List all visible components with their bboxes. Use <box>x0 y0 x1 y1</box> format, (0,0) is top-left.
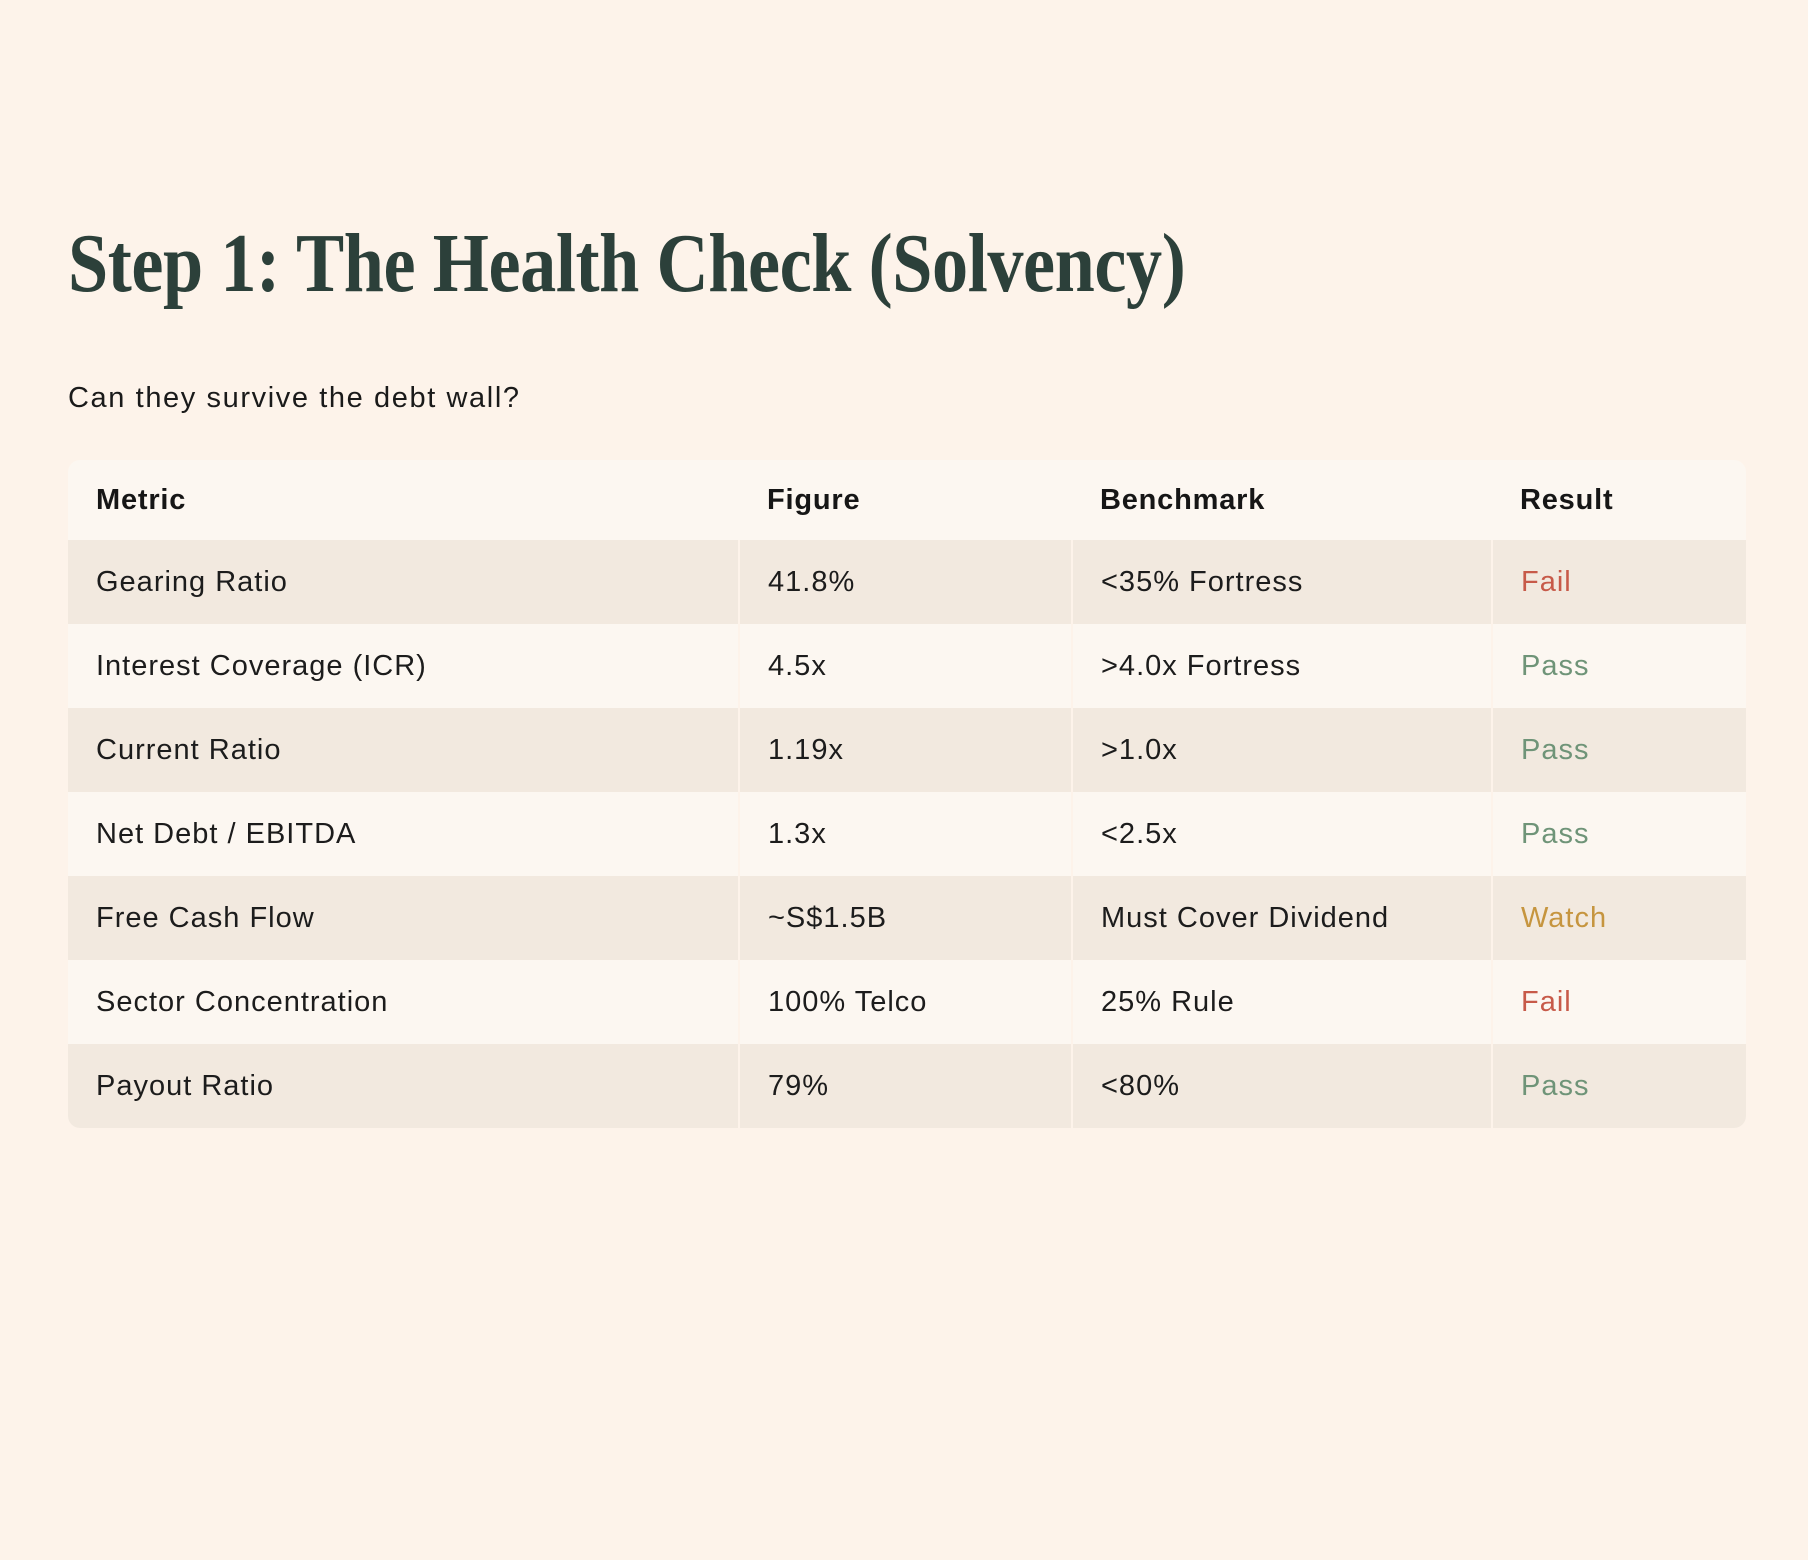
metric-cell: Current Ratio <box>96 733 282 766</box>
table-row: Current Ratio 1.19x >1.0x Pass <box>68 708 1746 792</box>
result-cell: Fail <box>1491 960 1746 1044</box>
result-cell: Pass <box>1491 624 1746 708</box>
page-title: Step 1: The Health Check (Solvency) <box>68 217 1186 310</box>
benchmark-cell: Must Cover Dividend <box>1071 876 1492 960</box>
page-subtitle: Can they survive the debt wall? <box>68 382 521 414</box>
figure-cell: 1.19x <box>738 708 1072 792</box>
figure-cell: 1.3x <box>738 792 1072 876</box>
figure-cell: ~S$1.5B <box>738 876 1072 960</box>
figure-cell: 100% Telco <box>738 960 1072 1044</box>
column-header-benchmark: Benchmark <box>1100 483 1266 516</box>
benchmark-cell: 25% Rule <box>1071 960 1492 1044</box>
metric-cell: Net Debt / EBITDA <box>96 817 357 850</box>
figure-cell: 79% <box>738 1044 1072 1128</box>
column-header-result: Result <box>1520 483 1614 516</box>
result-cell: Pass <box>1491 1044 1746 1128</box>
table-row: Sector Concentration 100% Telco 25% Rule… <box>68 960 1746 1044</box>
benchmark-cell: <35% Fortress <box>1071 540 1492 624</box>
table-row: Interest Coverage (ICR) 4.5x >4.0x Fortr… <box>68 624 1746 708</box>
table-header-row: Metric Figure Benchmark Result <box>68 460 1746 540</box>
metric-cell: Free Cash Flow <box>96 901 315 934</box>
figure-cell: 4.5x <box>738 624 1072 708</box>
figure-cell: 41.8% <box>738 540 1072 624</box>
metric-cell: Gearing Ratio <box>96 565 288 598</box>
benchmark-cell: >1.0x <box>1071 708 1492 792</box>
metric-cell: Payout Ratio <box>96 1069 275 1102</box>
metric-cell: Sector Concentration <box>96 985 389 1018</box>
benchmark-cell: <2.5x <box>1071 792 1492 876</box>
result-cell: Pass <box>1491 792 1746 876</box>
result-cell: Fail <box>1491 540 1746 624</box>
table-row: Free Cash Flow ~S$1.5B Must Cover Divide… <box>68 876 1746 960</box>
table-row: Gearing Ratio 41.8% <35% Fortress Fail <box>68 540 1746 624</box>
article-page: Step 1: The Health Check (Solvency) Can … <box>0 222 1808 1128</box>
benchmark-cell: <80% <box>1071 1044 1492 1128</box>
solvency-table: Metric Figure Benchmark Result Gearing R… <box>68 460 1746 1128</box>
column-header-figure: Figure <box>767 483 861 516</box>
table-row: Net Debt / EBITDA 1.3x <2.5x Pass <box>68 792 1746 876</box>
column-header-metric: Metric <box>96 483 187 516</box>
table-row: Payout Ratio 79% <80% Pass <box>68 1044 1746 1128</box>
metric-cell: Interest Coverage (ICR) <box>96 649 427 682</box>
result-cell: Watch <box>1491 876 1746 960</box>
solvency-table-card: Metric Figure Benchmark Result Gearing R… <box>68 460 1746 1128</box>
result-cell: Pass <box>1491 708 1746 792</box>
benchmark-cell: >4.0x Fortress <box>1071 624 1492 708</box>
